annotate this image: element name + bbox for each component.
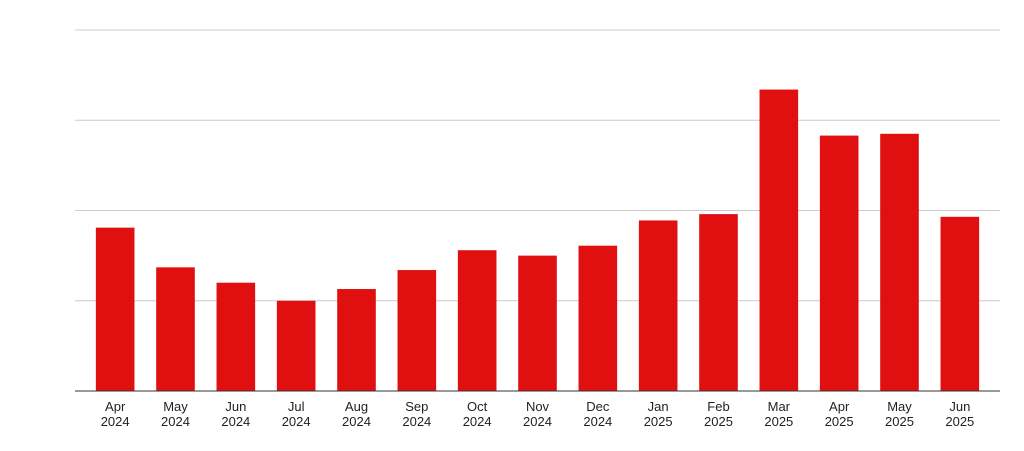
x-tick-month: Jun	[225, 399, 246, 414]
x-tick-label: May 2025	[885, 399, 914, 429]
x-tick-label: Jul 2024	[282, 399, 311, 429]
bar	[940, 216, 980, 391]
bar	[276, 300, 316, 391]
x-tick-year: 2025	[644, 414, 673, 429]
x-tick-label: May 2024	[161, 399, 190, 429]
x-tick-year: 2024	[523, 414, 552, 429]
x-tick-month: Aug	[345, 399, 368, 414]
x-tick-month: Sep	[405, 399, 428, 414]
bar	[397, 270, 437, 391]
x-tick-year: 2024	[282, 414, 311, 429]
x-tick-label: Nov 2024	[523, 399, 552, 429]
x-tick-label: Oct 2024	[463, 399, 492, 429]
x-tick-year: 2024	[402, 414, 431, 429]
x-tick-label: Jun 2025	[945, 399, 974, 429]
x-tick-year: 2025	[945, 414, 974, 429]
x-tick-month: Jul	[288, 399, 305, 414]
bar	[819, 135, 859, 391]
x-tick-year: 2024	[342, 414, 371, 429]
bar	[578, 245, 618, 391]
x-tick-month: May	[163, 399, 188, 414]
x-tick-label: Sep 2024	[402, 399, 431, 429]
x-tick-year: 2025	[885, 414, 914, 429]
x-tick-month: Mar	[768, 399, 791, 414]
bar	[216, 282, 256, 391]
bar	[638, 220, 678, 391]
x-tick-month: Oct	[467, 399, 488, 414]
x-tick-label: Jan 2025	[644, 399, 673, 429]
x-tick-year: 2025	[825, 414, 854, 429]
bar	[457, 250, 497, 391]
bar	[880, 133, 919, 391]
bar	[337, 289, 376, 391]
x-tick-year: 2024	[583, 414, 612, 429]
bar	[156, 267, 195, 391]
x-tick-month: Jun	[949, 399, 970, 414]
x-tick-label: Feb 2025	[704, 399, 733, 429]
x-tick-year: 2024	[161, 414, 190, 429]
x-tick-label: Jun 2024	[221, 399, 250, 429]
x-tick-month: Feb	[707, 399, 729, 414]
x-tick-year: 2024	[463, 414, 492, 429]
bar	[518, 255, 557, 391]
x-tick-month: Apr	[829, 399, 850, 414]
x-tick-label: Aug 2024	[342, 399, 371, 429]
x-tick-month: Nov	[526, 399, 550, 414]
x-tick-label: Mar 2025	[764, 399, 793, 429]
x-tick-year: 2024	[221, 414, 250, 429]
x-tick-year: 2024	[101, 414, 130, 429]
x-tick-month: Apr	[105, 399, 126, 414]
x-tick-year: 2025	[704, 414, 733, 429]
bar	[759, 89, 799, 391]
x-tick-label: Apr 2025	[825, 399, 854, 429]
bar	[699, 214, 738, 391]
x-tick-month: Dec	[586, 399, 610, 414]
x-tick-year: 2025	[764, 414, 793, 429]
x-tick-month: May	[887, 399, 912, 414]
bar	[95, 227, 135, 391]
x-tick-label: Dec 2024	[583, 399, 612, 429]
x-tick-month: Jan	[648, 399, 669, 414]
x-tick-label: Apr 2024	[101, 399, 130, 429]
